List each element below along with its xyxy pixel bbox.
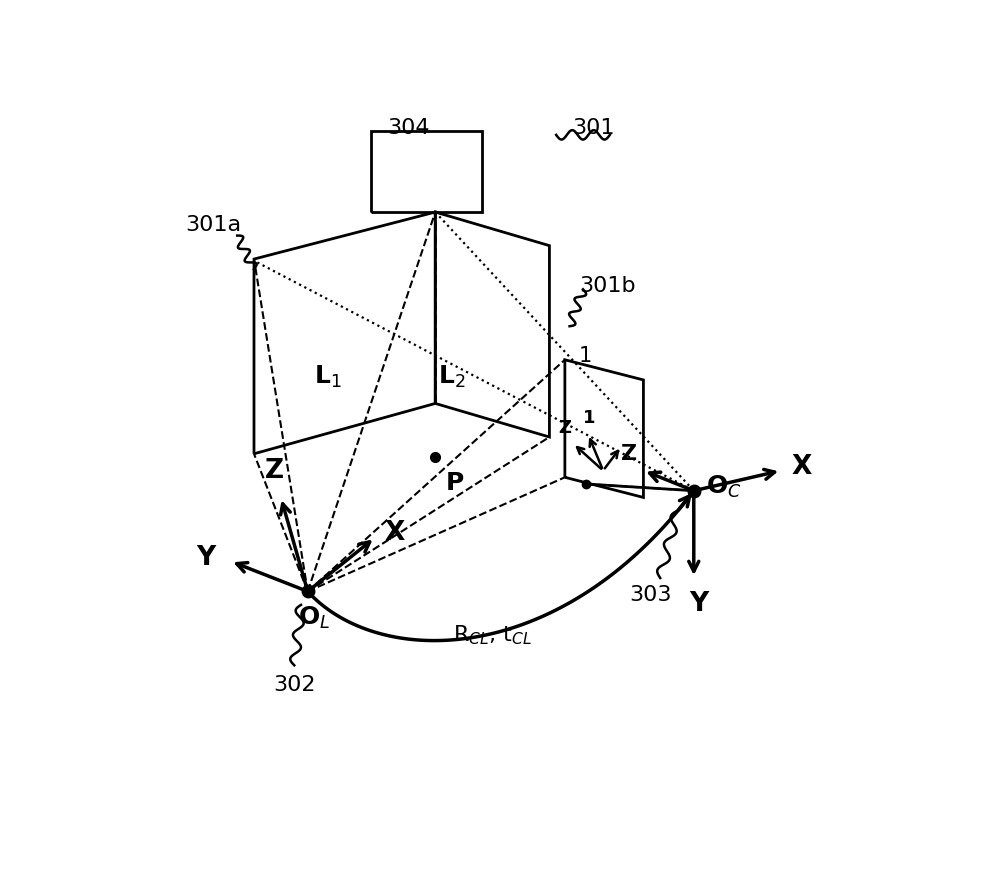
Text: 1: 1 (578, 346, 592, 366)
Text: Y: Y (196, 545, 216, 571)
Text: 302: 302 (273, 676, 316, 696)
Text: 301b: 301b (580, 276, 636, 296)
Text: Z: Z (621, 444, 637, 464)
Text: 1: 1 (583, 409, 596, 426)
Text: 301: 301 (572, 118, 614, 138)
Text: Y: Y (690, 591, 709, 617)
Text: P: P (445, 471, 464, 494)
Text: X: X (791, 454, 812, 480)
Text: X: X (385, 520, 405, 546)
Text: O$_L$: O$_L$ (298, 605, 331, 631)
Text: Z: Z (265, 458, 284, 484)
Text: R$_{CL}$, t$_{CL}$: R$_{CL}$, t$_{CL}$ (453, 623, 532, 647)
Text: L$_1$: L$_1$ (314, 364, 342, 390)
Text: Z: Z (559, 419, 571, 438)
Text: 303: 303 (629, 585, 671, 605)
Text: L$_2$: L$_2$ (438, 364, 466, 390)
Text: 304: 304 (387, 118, 430, 138)
Text: O$_C$: O$_C$ (706, 474, 742, 501)
Text: 301a: 301a (186, 215, 242, 235)
